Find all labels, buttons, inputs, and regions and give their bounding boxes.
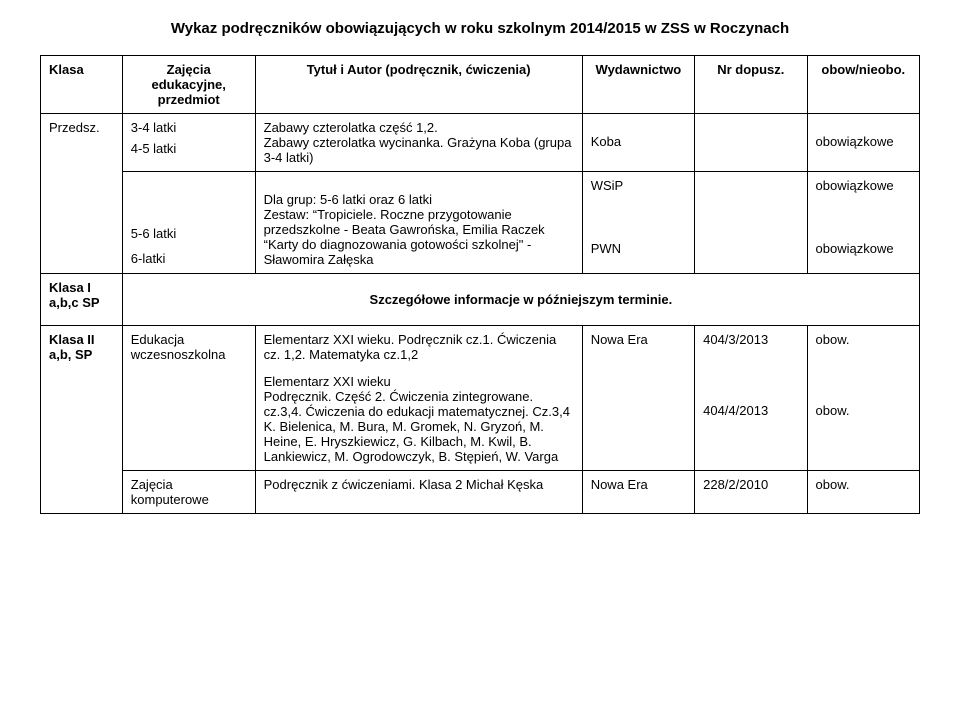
cell-obow: obow. [807,471,919,514]
text: 404/4/2013 [703,403,798,418]
text: 6-latki [131,251,247,266]
text: obowiązkowe [816,241,911,256]
text: WSiP [591,178,686,193]
cell-zajecia: 5-6 latki 6-latki [122,172,255,274]
text: Zabawy czterolatka wycinanka. Grażyna Ko… [264,135,574,165]
col-obow: obow/nieobo. [807,56,919,114]
col-zajecia: Zajęcia edukacyjne, przedmiot [122,56,255,114]
cell-klasa: Klasa I a,b,c SP [41,274,123,326]
table-row: Zajęcia komputerowe Podręcznik z ćwiczen… [41,471,920,514]
cell-obow: obow. obow. [807,326,919,471]
text: PWN [591,241,686,256]
cell-klasa: Przedsz. [41,114,123,274]
cell-tytul: Elementarz XXI wieku. Podręcznik cz.1. Ć… [255,326,582,471]
cell-wyd: Nowa Era [582,471,694,514]
cell-tytul: Dla grup: 5-6 latki oraz 6 latki Zestaw:… [255,172,582,274]
col-wydawnictwo: Wydawnictwo [582,56,694,114]
cell-zajecia: 3-4 latki 4-5 latki [122,114,255,172]
text: obowiązkowe [816,178,911,193]
cell-tytul: Zabawy czterolatka część 1,2. Zabawy czt… [255,114,582,172]
table-row: Przedsz. 3-4 latki 4-5 latki Zabawy czte… [41,114,920,172]
cell-obow: obowiązkowe [807,114,919,172]
text: obow. [816,332,911,347]
text: Koba [591,134,686,149]
cell-obow: obowiązkowe obowiązkowe [807,172,919,274]
cell-tytul: Podręcznik z ćwiczeniami. Klasa 2 Michał… [255,471,582,514]
cell-nr: 228/2/2010 [695,471,807,514]
text: 404/3/2013 [703,332,798,347]
page-title: Wykaz podręczników obowiązujących w roku… [40,20,920,37]
text: obow. [816,403,911,418]
col-nrdopusz: Nr dopusz. [695,56,807,114]
text: Zabawy czterolatka część 1,2. [264,120,574,135]
text: 3-4 latki [131,120,247,135]
text: Elementarz XXI wieku. Podręcznik cz.1. Ć… [264,332,574,362]
cell-nr [695,172,807,274]
col-klasa: Klasa [41,56,123,114]
text: 5-6 latki [131,226,247,241]
cell-zajecia: Edukacja wczesnoszkolna [122,326,255,471]
cell-nr [695,114,807,172]
textbook-table: Klasa Zajęcia edukacyjne, przedmiot Tytu… [40,55,920,514]
table-header-row: Klasa Zajęcia edukacyjne, przedmiot Tytu… [41,56,920,114]
col-tytul: Tytuł i Autor (podręcznik, ćwiczenia) [255,56,582,114]
cell-wyd: WSiP PWN [582,172,694,274]
cell-wyd: Nowa Era [582,326,694,471]
table-row: Klasa II a,b, SP Edukacja wczesnoszkolna… [41,326,920,471]
text: 4-5 latki [131,141,247,156]
text: obowiązkowe [816,134,911,149]
table-row: Klasa I a,b,c SP Szczegółowe informacje … [41,274,920,326]
cell-klasa: Klasa II a,b, SP [41,326,123,514]
cell-info: Szczegółowe informacje w późniejszym ter… [122,274,919,326]
cell-wyd: Koba [582,114,694,172]
cell-zajecia: Zajęcia komputerowe [122,471,255,514]
text: Dla grup: 5-6 latki oraz 6 latki Zestaw:… [264,192,574,267]
table-row: 5-6 latki 6-latki Dla grup: 5-6 latki or… [41,172,920,274]
cell-nr: 404/3/2013 404/4/2013 [695,326,807,471]
text: Elementarz XXI wieku Podręcznik. Część 2… [264,374,574,464]
